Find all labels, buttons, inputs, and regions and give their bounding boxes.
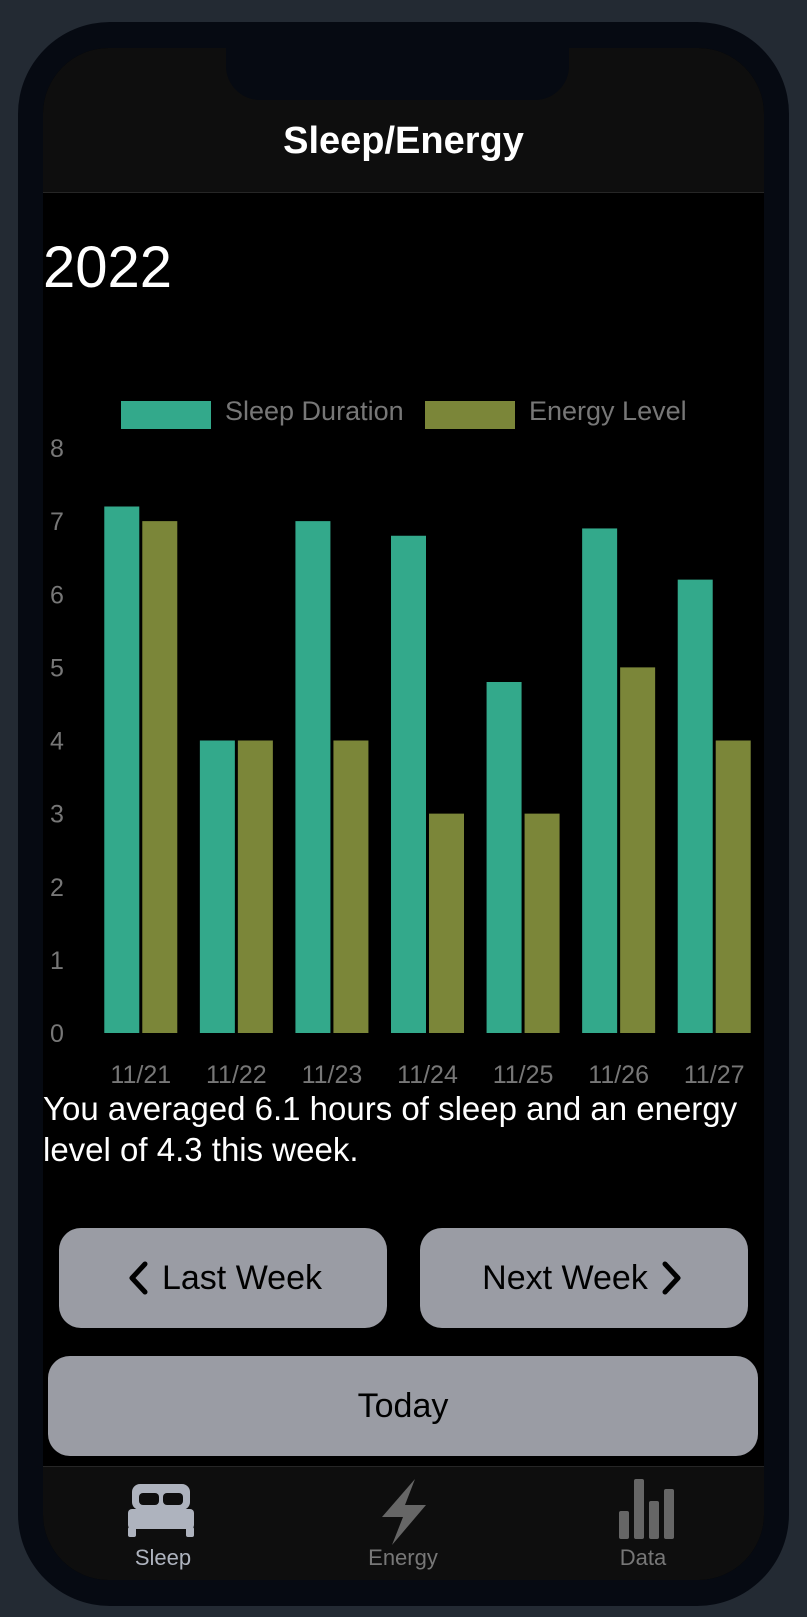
bar-energy-11-26 xyxy=(620,667,656,1033)
bar-sleep-11-23 xyxy=(295,521,331,1033)
today-button[interactable]: Today xyxy=(48,1356,758,1456)
y-tick-label: 1 xyxy=(50,947,64,975)
bar-sleep-11-27 xyxy=(677,579,713,1033)
legend-swatch-sleep xyxy=(121,401,211,429)
tab-sleep[interactable]: Sleep xyxy=(43,1467,283,1580)
tab-bar: Sleep Energy Data xyxy=(43,1466,764,1580)
notch xyxy=(226,48,569,100)
legend-label-sleep: Sleep Duration xyxy=(225,396,404,426)
tab-data-label: Data xyxy=(619,1545,667,1570)
legend-label-energy: Energy Level xyxy=(529,396,687,426)
y-tick-label: 5 xyxy=(50,654,64,682)
y-tick-label: 2 xyxy=(50,874,64,902)
tab-energy[interactable]: Energy xyxy=(283,1467,523,1580)
chevron-right-icon xyxy=(662,1261,681,1295)
sleep-energy-chart: 0 1 2 3 4 5 6 7 8 Sleep Duration Energy Level 11/21… xyxy=(50,396,751,1088)
x-tick-label: 11/22 xyxy=(206,1061,267,1088)
x-tick-label: 11/23 xyxy=(302,1061,363,1088)
bar-energy-11-24 xyxy=(429,813,464,1033)
year-label: 2022 xyxy=(43,235,173,300)
y-tick-label: 8 xyxy=(50,435,64,463)
x-tick-label: 11/26 xyxy=(588,1061,649,1088)
bar-energy-11-21 xyxy=(142,521,178,1033)
x-tick-label: 11/25 xyxy=(493,1061,554,1088)
bar-chart-icon xyxy=(619,1479,674,1539)
legend-swatch-energy xyxy=(425,401,515,429)
y-tick-label: 3 xyxy=(50,801,64,829)
bar-sleep-11-22 xyxy=(199,740,235,1033)
last-week-button[interactable]: Last Week xyxy=(59,1228,387,1328)
bar-energy-11-27 xyxy=(715,740,751,1033)
chevron-left-icon xyxy=(129,1261,148,1295)
last-week-label: Last Week xyxy=(161,1258,322,1297)
page-title: Sleep/Energy xyxy=(283,120,524,162)
bar-sleep-11-21 xyxy=(104,506,140,1033)
bar-sleep-11-26 xyxy=(582,528,618,1033)
next-week-button[interactable]: Next Week xyxy=(420,1228,748,1328)
tab-energy-label: Energy xyxy=(368,1545,438,1570)
y-tick-label: 6 xyxy=(50,581,64,609)
bar-sleep-11-24 xyxy=(391,535,426,1033)
bar-energy-11-22 xyxy=(237,740,273,1033)
y-tick-label: 0 xyxy=(50,1020,64,1048)
bed-icon xyxy=(128,1484,194,1537)
app-screen: Sleep/Energy 2022 0 1 2 3 4 5 6 7 8 Sleep Duratio… xyxy=(43,48,764,1580)
bar-sleep-11-25 xyxy=(486,682,522,1033)
today-label: Today xyxy=(357,1386,449,1425)
y-tick-label: 7 xyxy=(50,508,64,536)
bar-energy-11-23 xyxy=(333,740,369,1033)
lightning-icon xyxy=(382,1479,426,1545)
tab-sleep-label: Sleep xyxy=(134,1545,192,1570)
tab-data[interactable]: Data xyxy=(523,1467,763,1580)
x-tick-label: 11/24 xyxy=(397,1061,458,1088)
x-tick-label: 11/21 xyxy=(110,1061,171,1088)
x-tick-label: 11/27 xyxy=(684,1061,745,1088)
next-week-label: Next Week xyxy=(482,1258,648,1297)
bar-energy-11-25 xyxy=(524,813,560,1033)
weekly-summary: You averaged 6.1 hours of sleep and an e… xyxy=(43,1090,738,1168)
y-tick-label: 4 xyxy=(50,728,64,756)
